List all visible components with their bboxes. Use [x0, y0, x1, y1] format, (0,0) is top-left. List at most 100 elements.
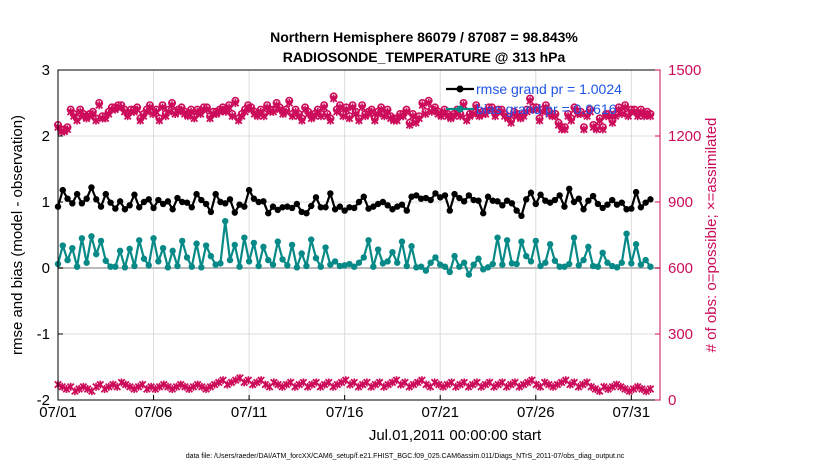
bias-point-101 — [537, 262, 544, 270]
rmse-point-63 — [355, 198, 363, 206]
bias-point-34 — [217, 260, 224, 267]
obs-bottom-marker-31 — [185, 385, 194, 393]
obs-bottom-marker-22 — [147, 382, 155, 391]
bias-point-104 — [551, 257, 559, 264]
bias-point-26 — [179, 237, 186, 245]
obs-bottom-marker-38 — [214, 378, 223, 387]
bias-point-4 — [73, 263, 81, 270]
bias-point-25 — [174, 262, 181, 270]
obs-assimilated-marker-143 — [507, 118, 515, 127]
bias-point-67 — [374, 246, 382, 253]
bias-point-97 — [518, 238, 525, 245]
rmse-point-96 — [513, 207, 520, 214]
obs-bottom-marker-109 — [515, 382, 524, 391]
bias-point-45 — [269, 261, 277, 268]
obs-bottom-marker-138 — [638, 385, 646, 393]
x-axis-label: Jul.01,2011 00:00:00 start — [369, 427, 542, 444]
rmse-point-78 — [427, 196, 434, 204]
obs-assimilated-marker-42 — [187, 107, 195, 116]
obs-bottom-marker-18 — [130, 385, 139, 393]
obs-bottom-marker-107 — [506, 380, 515, 389]
obs-assimilated-marker-114 — [415, 114, 424, 123]
left-tick-label-5: 3 — [42, 62, 50, 79]
obs-bottom-marker-85 — [413, 378, 422, 387]
bias-point-110 — [580, 256, 587, 264]
right-tick-label-3: 900 — [668, 194, 693, 211]
obs-assimilated-marker-95 — [355, 116, 363, 125]
bias-point-102 — [542, 259, 549, 266]
obs-bottom-marker-118 — [553, 380, 562, 389]
rmse-point-19 — [145, 196, 152, 203]
obs-bottom-marker-33 — [193, 380, 202, 389]
obs-assimilated-marker-25 — [133, 105, 142, 114]
x-tick-label-0: 07/01 — [39, 404, 77, 421]
bias-point-59 — [336, 262, 344, 270]
bias-point-88 — [475, 255, 482, 262]
bias-point-106 — [561, 263, 568, 270]
legend-bias-marker — [456, 105, 464, 113]
rmse-point-105 — [556, 192, 563, 199]
rmse-point-111 — [585, 197, 592, 204]
obs-bottom-marker-129 — [600, 382, 608, 391]
obs-assimilated-marker-13 — [95, 101, 104, 110]
obs-assimilated-marker-32 — [155, 116, 164, 125]
obs-assimilated-marker-99 — [367, 107, 376, 116]
rmse-point-14 — [121, 206, 129, 213]
bias-point-18 — [140, 255, 148, 262]
obs-bottom-marker-132 — [612, 380, 621, 389]
rmse-point-36 — [226, 196, 234, 203]
left-tick-label-1: -1 — [37, 326, 50, 343]
rmse-point-2 — [64, 195, 71, 202]
obs-assimilated-marker-175 — [608, 118, 617, 127]
obs-assimilated-marker-55 — [228, 112, 237, 121]
bias-point-48 — [284, 262, 291, 269]
obs-bottom-marker-42 — [231, 376, 240, 385]
bias-point-83 — [451, 252, 458, 260]
bias-point-77 — [422, 267, 430, 274]
rmse-point-15 — [126, 202, 133, 209]
bias-point-103 — [546, 241, 554, 248]
rmse-point-97 — [518, 212, 525, 220]
rmse-point-13 — [116, 198, 124, 205]
bias-point-117 — [613, 264, 621, 271]
left-tick-label-4: 2 — [42, 128, 50, 145]
rmse-point-103 — [546, 199, 554, 206]
obs-bottom-marker-106 — [502, 382, 511, 391]
bias-point-71 — [394, 259, 401, 266]
obs-bottom-marker-34 — [198, 382, 206, 391]
obs-bottom-marker-66 — [333, 380, 342, 389]
rmse-point-54 — [312, 194, 320, 201]
bias-point-80 — [437, 261, 444, 268]
obs-bottom-marker-35 — [202, 385, 210, 393]
rmse-point-109 — [575, 195, 582, 202]
bias-point-27 — [183, 254, 191, 261]
bias-point-85 — [460, 259, 468, 266]
obs-bottom-marker-79 — [388, 378, 397, 387]
bias-point-58 — [331, 258, 339, 265]
obs-assimilated-marker-179 — [621, 103, 629, 112]
obs-assimilated-marker-148 — [523, 107, 531, 116]
bias-point-41 — [250, 239, 258, 247]
bias-point-120 — [628, 260, 635, 267]
obs-bottom-marker-100 — [477, 382, 486, 391]
bias-point-96 — [513, 260, 520, 268]
bias-point-5 — [78, 235, 86, 242]
obs-assimilated-marker-83 — [317, 112, 325, 121]
bias-point-84 — [456, 263, 463, 270]
rmse-point-45 — [269, 203, 277, 210]
obs-assimilated-marker-92 — [345, 114, 354, 123]
bias-point-12 — [112, 263, 119, 270]
obs-bottom-marker-74 — [367, 382, 375, 391]
obs-bottom-marker-131 — [608, 382, 617, 391]
obs-bottom-marker-32 — [189, 382, 198, 391]
obs-bottom-marker-104 — [494, 380, 502, 389]
bias-point-66 — [370, 263, 377, 270]
obs-bottom-marker-139 — [642, 387, 651, 396]
rmse-point-6 — [83, 195, 90, 202]
obs-bottom-marker-126 — [587, 382, 596, 391]
rmse-point-101 — [537, 191, 544, 198]
obs-assimilated-marker-154 — [542, 103, 550, 112]
rmse-point-115 — [604, 201, 611, 208]
rmse-point-92 — [494, 198, 501, 205]
bias-point-98 — [523, 252, 530, 260]
